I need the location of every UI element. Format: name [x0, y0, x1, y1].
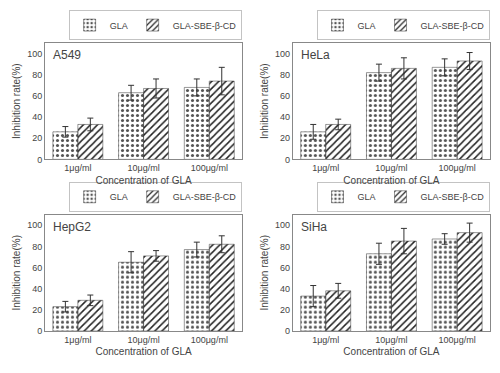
svg-text:Inhibition rate(%): Inhibition rate(%)	[259, 63, 270, 139]
svg-text:80: 80	[32, 70, 42, 80]
svg-text:1μg/ml: 1μg/ml	[64, 163, 91, 173]
svg-text:0: 0	[37, 326, 42, 336]
svg-text:60: 60	[32, 263, 42, 273]
svg-text:100: 100	[275, 220, 290, 230]
svg-text:10μg/ml: 10μg/ml	[127, 163, 159, 173]
svg-text:80: 80	[32, 242, 42, 252]
svg-text:GLA-SBE-β-CD: GLA-SBE-β-CD	[173, 21, 237, 31]
svg-text:100: 100	[275, 49, 290, 59]
svg-text:0: 0	[37, 155, 42, 165]
svg-text:A549: A549	[53, 48, 81, 62]
svg-text:20: 20	[32, 133, 42, 143]
svg-text:100μg/ml: 100μg/ml	[191, 335, 228, 345]
svg-text:80: 80	[280, 242, 290, 252]
svg-text:1μg/ml: 1μg/ml	[312, 335, 339, 345]
svg-text:GLA-SBE-β-CD: GLA-SBE-β-CD	[421, 21, 485, 31]
svg-text:HepG2: HepG2	[53, 220, 91, 234]
svg-text:40: 40	[280, 284, 290, 294]
svg-text:100μg/ml: 100μg/ml	[439, 335, 476, 345]
svg-text:0: 0	[285, 155, 290, 165]
svg-text:100μg/ml: 100μg/ml	[439, 163, 476, 173]
svg-text:1μg/ml: 1μg/ml	[312, 163, 339, 173]
svg-text:100: 100	[27, 220, 42, 230]
svg-text:20: 20	[280, 133, 290, 143]
svg-text:1μg/ml: 1μg/ml	[64, 335, 91, 345]
svg-text:GLA: GLA	[110, 21, 128, 31]
svg-text:Concentration of GLA: Concentration of GLA	[343, 175, 439, 186]
svg-text:HeLa: HeLa	[301, 48, 330, 62]
svg-text:80: 80	[280, 70, 290, 80]
svg-text:GLA: GLA	[358, 21, 376, 31]
svg-text:20: 20	[32, 305, 42, 315]
svg-text:40: 40	[32, 284, 42, 294]
svg-text:Concentration of GLA: Concentration of GLA	[343, 346, 439, 357]
svg-text:20: 20	[280, 305, 290, 315]
svg-text:10μg/ml: 10μg/ml	[127, 335, 159, 345]
svg-text:SiHa: SiHa	[301, 220, 327, 234]
svg-text:Inhibition rate(%): Inhibition rate(%)	[11, 235, 22, 311]
svg-text:100: 100	[27, 49, 42, 59]
svg-text:40: 40	[32, 112, 42, 122]
svg-text:GLA: GLA	[358, 192, 376, 202]
svg-text:0: 0	[285, 326, 290, 336]
svg-text:Inhibition rate(%): Inhibition rate(%)	[11, 63, 22, 139]
svg-text:60: 60	[32, 91, 42, 101]
svg-text:Inhibition rate(%): Inhibition rate(%)	[259, 235, 270, 311]
svg-text:Concentration of GLA: Concentration of GLA	[95, 346, 191, 357]
svg-text:GLA-SBE-β-CD: GLA-SBE-β-CD	[173, 192, 237, 202]
svg-text:GLA: GLA	[110, 192, 128, 202]
svg-text:60: 60	[280, 91, 290, 101]
svg-text:10μg/ml: 10μg/ml	[375, 163, 407, 173]
svg-text:100μg/ml: 100μg/ml	[191, 163, 228, 173]
svg-text:10μg/ml: 10μg/ml	[375, 335, 407, 345]
svg-text:GLA-SBE-β-CD: GLA-SBE-β-CD	[421, 192, 485, 202]
svg-text:40: 40	[280, 112, 290, 122]
svg-text:60: 60	[280, 263, 290, 273]
svg-text:Concentration of GLA: Concentration of GLA	[95, 175, 191, 186]
